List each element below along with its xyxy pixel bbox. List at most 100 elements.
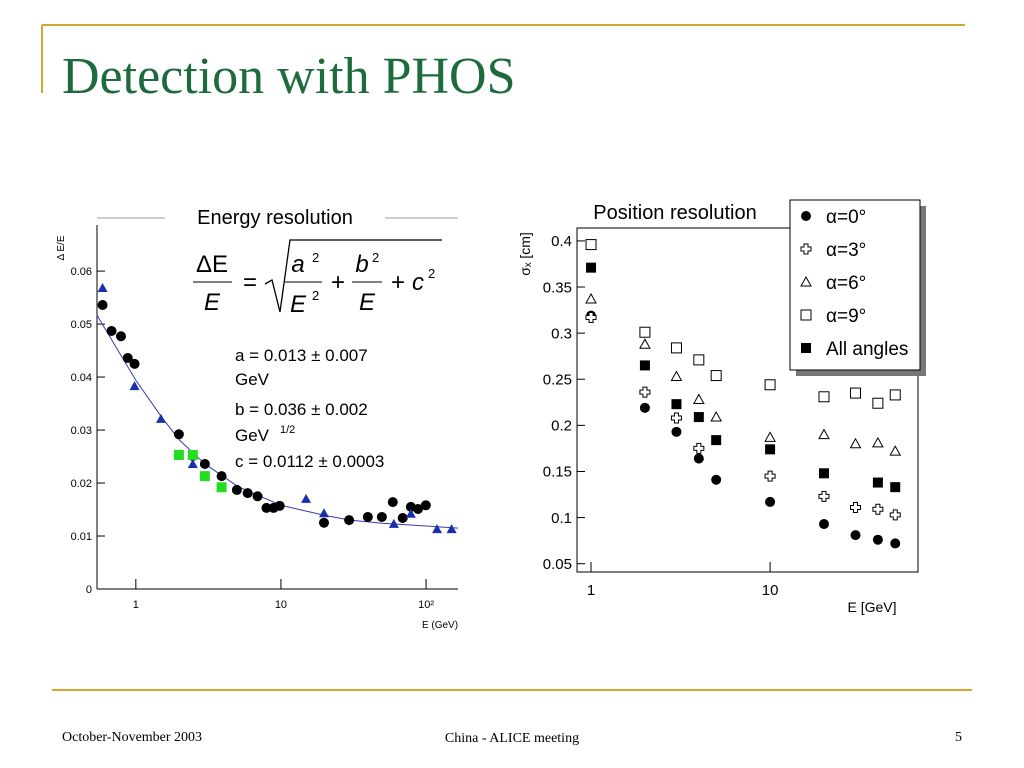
data-point (397, 513, 408, 524)
y-tick-label: 0.35 (543, 279, 572, 296)
x-axis-label: E [GeV] (847, 599, 896, 615)
formula: ΔE E = a 2 E 2 + b 2 E + c 2 (193, 239, 442, 318)
data-point (890, 482, 901, 493)
data-point (242, 488, 253, 499)
data-point (585, 292, 597, 304)
formula-part: 2 (428, 266, 435, 281)
formula-part: c (412, 269, 424, 296)
formula-part: 2 (312, 288, 319, 303)
y-tick-label: 0.05 (543, 556, 572, 573)
data-point (670, 342, 682, 354)
legend-label: α=6° (826, 273, 866, 294)
data-point (889, 509, 901, 521)
legend-label: α=0° (826, 207, 866, 228)
formula-part: E (359, 289, 376, 316)
data-point (639, 386, 651, 398)
formula-part: + (391, 269, 405, 296)
data-point (872, 477, 883, 488)
parameter: GeV (235, 426, 270, 445)
data-point (639, 338, 651, 349)
data-point (818, 519, 829, 530)
data-point (388, 518, 399, 528)
data-point (413, 503, 424, 514)
y-tick-label: 0.03 (71, 425, 92, 437)
footer-center: China - ALICE meeting (445, 731, 579, 746)
data-point (764, 431, 776, 442)
legend-marker (801, 211, 811, 221)
data-point (639, 360, 650, 371)
data-point (764, 379, 776, 391)
data-point (187, 458, 198, 468)
data-point (432, 524, 443, 534)
legend-label: α=3° (826, 240, 866, 261)
data-point (671, 426, 682, 437)
data-point (890, 538, 901, 549)
data-point (173, 429, 184, 440)
data-point (420, 500, 431, 511)
data-point (639, 326, 651, 338)
data-point (764, 470, 776, 482)
legend (789, 199, 921, 371)
data-point (765, 496, 776, 507)
data-point (711, 474, 722, 485)
data-point (710, 370, 722, 382)
data-point (889, 445, 902, 456)
parameters: a = 0.013 ± 0.007 GeV b = 0.036 ± 0.002 … (235, 346, 384, 471)
legend-label: α=9° (826, 306, 866, 327)
data-point (711, 435, 722, 446)
data-point (671, 399, 682, 410)
y-tick-label: 0.25 (543, 371, 572, 388)
x-tick-label: 10 (762, 582, 779, 599)
parameter: c = 0.0112 ± 0.0003 (235, 452, 384, 471)
legend-marker (801, 343, 811, 353)
radical (264, 239, 442, 313)
data-point (199, 471, 210, 482)
data-point (301, 493, 312, 503)
data-point (261, 502, 272, 513)
data-point (872, 503, 884, 515)
y-tick-label: 0.2 (551, 418, 572, 435)
data-point (387, 497, 398, 508)
chart-title: Position resolution (593, 202, 756, 224)
data-point (850, 501, 862, 513)
data-point (850, 530, 861, 541)
data-point (693, 412, 704, 423)
data-point (670, 412, 682, 424)
data-point (585, 311, 597, 323)
data-point (693, 442, 705, 454)
data-point (849, 437, 862, 449)
data-point (318, 517, 329, 528)
data-point (850, 387, 862, 399)
data-point (362, 511, 373, 522)
y-axis-label: Δ E/E (56, 235, 67, 260)
formula-part: ΔE (196, 251, 228, 278)
legend-marker (800, 243, 812, 255)
x-tick-label: 10² (418, 599, 434, 611)
data-point (155, 413, 166, 423)
parameter: b = 0.036 ± 0.002 (235, 400, 368, 419)
y-tick-label: 0.05 (71, 319, 92, 331)
data-point (710, 411, 723, 422)
data-point (129, 381, 140, 391)
y-tick-label: 0 (86, 584, 92, 596)
formula-part: E (204, 289, 221, 316)
data-point (344, 515, 355, 526)
data-point (216, 471, 227, 482)
y-axis-label: σₓ [cm] (517, 232, 533, 276)
data-point (872, 397, 884, 409)
data-point (231, 484, 242, 495)
data-point (173, 449, 184, 460)
data-point (670, 370, 683, 381)
legend-label: All angles (826, 339, 908, 360)
y-tick-label: 0.3 (551, 325, 572, 342)
data-point (872, 436, 884, 448)
y-tick-label: 0.06 (71, 266, 92, 278)
data-point (252, 491, 263, 502)
data-point (318, 508, 329, 518)
data-point (692, 393, 705, 405)
parameter: a = 0.013 ± 0.007 (235, 346, 368, 365)
footer-left: October-November 2003 (62, 730, 202, 745)
legend-marker (800, 275, 812, 287)
data-point (693, 354, 705, 366)
